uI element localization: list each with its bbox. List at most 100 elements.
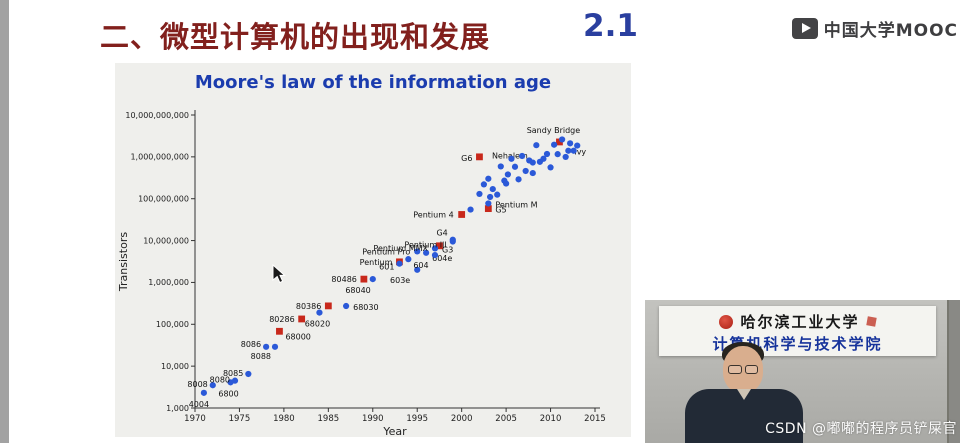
data-point-8085 [245, 370, 252, 378]
data-point-68020 [316, 309, 323, 316]
data-point-unlabeled [570, 147, 577, 154]
frame-left-edge [0, 0, 9, 443]
data-point-pentium-iii [449, 238, 456, 245]
department-name: 计算机科学与技术学院 [712, 335, 883, 353]
data-point-ivy [565, 147, 572, 154]
data-point-pentium-pro [414, 248, 421, 255]
point-label: 603e [390, 276, 410, 285]
university-name-row: 哈尔滨工业大学 [659, 306, 936, 332]
point-label: 6800 [218, 389, 238, 398]
data-point-unlabeled [497, 163, 504, 170]
moores-law-chart-panel: Moore's law of the information age 1,000… [115, 63, 631, 437]
x-axis-title: Year [382, 425, 407, 437]
point-label: 601 [379, 263, 394, 272]
section-number: 2.1 [583, 8, 638, 44]
data-point-8080 [231, 377, 239, 384]
point-label: 68040 [345, 286, 370, 295]
y-tick-label: 10,000 [161, 362, 189, 371]
data-point-pentium-mmx [431, 251, 439, 259]
point-label: G6 [461, 154, 472, 163]
data-point-unlabeled [476, 190, 483, 198]
data-point-604e [423, 249, 430, 256]
data-point-80386 [324, 302, 332, 310]
y-tick-label: 10,000,000,000 [125, 111, 189, 120]
y-tick-label: 1,000 [166, 404, 189, 413]
data-point-unlabeled [574, 142, 581, 149]
csdn-watermark: CSDN @嘟嘟的程序员铲屎官 [765, 421, 957, 437]
point-label: 68030 [353, 303, 378, 312]
data-point-8086 [263, 343, 270, 350]
x-tick-label: 2000 [451, 414, 473, 424]
point-label: 80286 [269, 315, 294, 324]
slide-title: 二、微型计算机的出现和发展 [100, 20, 491, 54]
data-point-g3 [431, 245, 439, 252]
data-point-pentium-m [485, 200, 492, 207]
data-point-unlabeled [540, 155, 547, 162]
moores-law-chart: 1,000 10,000 100,000 1,000,000 10,000,000 100… [117, 110, 606, 437]
data-point-unlabeled [559, 136, 566, 143]
data-point-unlabeled [529, 169, 536, 177]
data-point-8088 [271, 343, 279, 350]
data-point-unlabeled [494, 191, 501, 198]
point-label: G3 [442, 245, 453, 254]
point-label: Pentium 4 [413, 210, 453, 219]
point-label: Sandy Bridge [527, 126, 581, 135]
red-stamp-icon [865, 316, 877, 327]
point-label: 68020 [305, 320, 330, 329]
y-tick-label: 1,000,000 [148, 278, 189, 287]
y-tick-label: 100,000,000 [138, 195, 189, 204]
point-label: 80486 [331, 275, 356, 284]
x-tick-label: 2005 [495, 414, 517, 424]
y-tick-label: 100,000 [156, 320, 189, 329]
data-point-unlabeled [503, 180, 510, 187]
data-point-unlabeled [480, 181, 487, 188]
data-point-unlabeled [485, 175, 492, 182]
data-point-unlabeled [562, 153, 569, 161]
data-point-68030 [343, 302, 350, 310]
data-point-unlabeled [547, 164, 554, 171]
presenter-glasses [728, 365, 758, 374]
wall-edge [947, 300, 960, 443]
data-point-unlabeled [567, 140, 574, 147]
chart-title: Moore's law of the information age [194, 72, 552, 93]
x-tick-label: 1970 [184, 414, 206, 424]
point-label: Pentium III [404, 241, 446, 250]
data-point-sandy-bridge [556, 138, 563, 146]
point-label: Pentium MMX [373, 244, 428, 253]
presenter-head [723, 346, 763, 393]
data-point-unlabeled [508, 155, 515, 162]
point-label: 8008 [187, 380, 207, 389]
point-label: Pentium M [495, 200, 537, 209]
point-label: Pentium [360, 258, 393, 267]
data-point-68000 [276, 327, 283, 335]
data-point-80286 [298, 315, 306, 323]
data-point-unlabeled [515, 176, 522, 183]
university-banner: 哈尔滨工业大学 计算机科学与技术学院 [659, 306, 936, 356]
data-point-unlabeled [504, 171, 511, 178]
point-label: 604 [413, 261, 428, 270]
data-point-80486 [360, 275, 368, 283]
point-label: 8085 [223, 369, 243, 378]
data-point-unlabeled [543, 150, 551, 158]
play-icon [791, 18, 818, 39]
data-point-unlabeled [526, 157, 533, 164]
point-label: 8080 [210, 376, 230, 385]
data-point-604 [405, 256, 412, 263]
data-point-g5 [484, 205, 492, 213]
y-tick-label: 10,000,000 [143, 236, 189, 245]
university-name: 哈尔滨工业大学 [740, 313, 860, 331]
x-tick-label: 1990 [362, 414, 384, 424]
data-point-601 [396, 260, 403, 267]
data-point-8008 [209, 382, 216, 389]
data-point-unlabeled [554, 151, 561, 158]
y-axis-title: Transistors [117, 232, 130, 292]
point-label: G5 [495, 206, 506, 215]
point-label: G4 [436, 229, 447, 238]
point-label: 68000 [285, 332, 310, 341]
data-point-unlabeled [519, 152, 526, 160]
x-tick-label: 1980 [273, 414, 295, 424]
y-tick-label: 1,000,000,000 [130, 153, 189, 162]
mooc-brand-label: 中国大学MOOC [823, 21, 958, 41]
data-point-unlabeled [467, 206, 474, 213]
